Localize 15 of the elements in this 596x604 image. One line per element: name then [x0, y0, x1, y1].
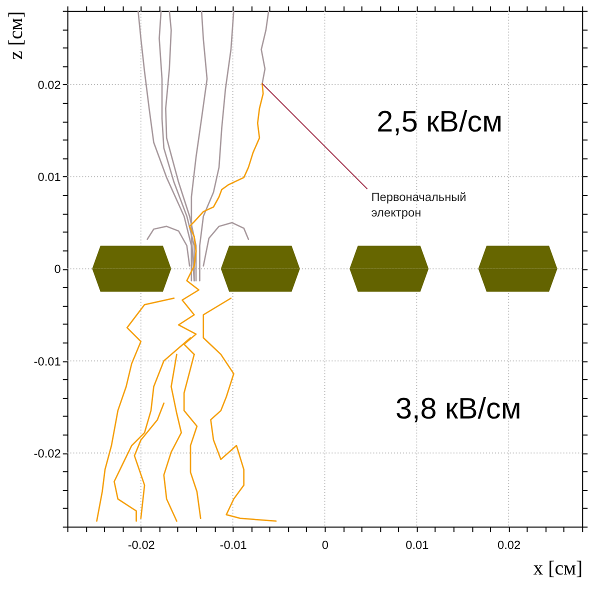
x-tick-label: -0.01 [220, 538, 248, 552]
x-tick-label: 0 [322, 538, 329, 552]
y-tick-label: -0.02 [34, 446, 61, 460]
annotation: 2,5 кВ/см [376, 106, 502, 139]
annotation: 3,8 кВ/см [395, 392, 522, 426]
y-axis-title: z [см] [4, 11, 27, 60]
x-axis-title: x [см] [533, 558, 583, 580]
y-tick-label: 0 [54, 262, 62, 276]
x-tick-label: 0.02 [498, 538, 521, 552]
x-tick-label: -0.02 [128, 538, 155, 552]
x-tick-label: 0.01 [406, 538, 430, 552]
y-tick-label: 0.02 [38, 78, 61, 92]
annotation: Первоначальный электрон [371, 190, 466, 220]
y-tick-label: 0.01 [38, 170, 62, 184]
y-tick-label: -0.01 [34, 354, 62, 368]
